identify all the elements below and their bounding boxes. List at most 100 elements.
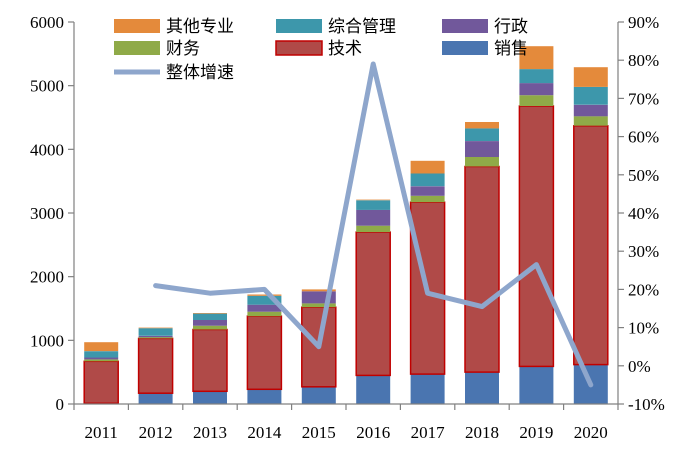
x-tick-label-2012: 2012 (139, 423, 173, 442)
bar-2011-series-4 (84, 351, 119, 358)
bar-2016-series-0 (356, 375, 391, 404)
bar-2020-series-3 (573, 104, 608, 117)
x-tick-label-2013: 2013 (193, 423, 227, 442)
bar-2013-series-5 (193, 313, 227, 314)
bar-2019-series-5 (519, 46, 554, 70)
bar-2019-series-0 (519, 366, 554, 404)
right-tick-label: 60% (628, 128, 659, 147)
legend-label-6: 整体增速 (166, 63, 234, 83)
right-tick-label: 50% (628, 166, 659, 185)
legend-label-0: 其他专业 (166, 17, 234, 37)
legend-swatch-3 (114, 41, 160, 55)
right-tick-label: 30% (628, 242, 659, 261)
bar-2012-series-5 (138, 327, 173, 329)
bar-2019-series-2 (519, 95, 554, 106)
left-tick-label: 5000 (30, 77, 64, 96)
bar-2018-series-0 (465, 372, 499, 404)
legend-swatch-2 (442, 19, 488, 33)
x-tick-label-2017: 2017 (411, 423, 446, 442)
bar-2011-series-1 (83, 360, 119, 405)
bar-2017-series-4 (410, 173, 445, 187)
bar-2019-series-4 (519, 69, 554, 84)
left-tick-label: 1000 (30, 331, 64, 350)
bar-2014-series-0 (247, 389, 282, 404)
right-tick-label: 40% (628, 204, 659, 223)
bar-2018-series-2 (465, 157, 499, 167)
right-tick-label: 70% (628, 89, 659, 108)
x-tick-label-2014: 2014 (247, 423, 282, 442)
bar-2012-series-1 (137, 337, 174, 394)
bar-2016-series-1 (355, 231, 391, 377)
legend-swatch-4 (275, 40, 323, 56)
legend-label-2: 行政 (494, 17, 528, 37)
legend-swatch-0 (114, 19, 160, 33)
bar-2015-series-0 (301, 386, 336, 404)
x-tick-label-2011: 2011 (85, 423, 118, 442)
x-tick-label-2015: 2015 (302, 423, 336, 442)
bar-2013-series-4 (193, 313, 227, 320)
bar-2020-series-4 (573, 86, 608, 105)
legend-label-1: 综合管理 (328, 17, 396, 37)
right-tick-label: 10% (628, 319, 659, 338)
right-tick-label: 20% (628, 280, 659, 299)
bar-2011-series-2 (84, 359, 119, 362)
legend-label-3: 财务 (166, 39, 200, 59)
axes-layer: 0 1000 2000 3000 4000 5000 6000 -10% 0% 10% 20% 30%… (30, 13, 665, 442)
bar-2017-series-2 (410, 195, 445, 203)
bar-2016-series-2 (356, 225, 391, 233)
right-tick-label: -10% (628, 395, 665, 414)
bar-2014-series-3 (247, 304, 282, 312)
bar-2020-series-2 (573, 116, 608, 126)
left-tick-label: 0 (56, 395, 65, 414)
bar-2017-series-3 (410, 186, 445, 196)
x-tick-label-2018: 2018 (465, 423, 499, 442)
bar-2016-series-5 (356, 199, 391, 201)
bar-2018-series-5 (465, 122, 499, 129)
bar-2011-series-3 (84, 357, 119, 360)
bar-2011-series-5 (84, 342, 119, 352)
bar-2018-series-4 (465, 128, 499, 141)
growth-line-layer (153, 61, 594, 388)
bar-2014-series-4 (247, 295, 282, 305)
left-tick-label: 3000 (30, 204, 64, 223)
bar-2014-series-2 (247, 311, 282, 317)
bar-2019-series-3 (519, 83, 554, 96)
bar-2013-series-2 (193, 325, 227, 330)
bar-2012-series-4 (138, 328, 173, 336)
legend-swatch-5 (442, 41, 488, 55)
bar-2016-series-3 (356, 209, 391, 226)
bars-layer (83, 46, 609, 405)
bar-2017-series-5 (410, 160, 445, 174)
bar-2016-series-4 (356, 200, 391, 210)
bar-2020-series-5 (573, 67, 608, 87)
bar-2013-series-3 (193, 320, 227, 326)
x-tick-label-2019: 2019 (519, 423, 553, 442)
bar-2020-series-1 (573, 125, 609, 366)
left-tick-label: 6000 (30, 13, 64, 32)
left-tick-label: 4000 (30, 140, 64, 159)
bar-2015-series-5 (301, 289, 336, 292)
bar-2019-series-1 (518, 105, 555, 368)
x-tick-label-2020: 2020 (574, 423, 608, 442)
right-tick-label: 80% (628, 51, 659, 70)
growth-line (153, 61, 594, 388)
bar-2012-series-2 (138, 337, 173, 339)
right-tick-label: 90% (628, 13, 659, 32)
bar-2017-series-0 (410, 374, 445, 404)
bar-2012-series-0 (138, 393, 173, 404)
right-tick-label: 0% (628, 357, 651, 376)
legend-swatch-1 (276, 19, 322, 33)
bar-2013-series-0 (193, 391, 227, 404)
bar-2018-series-3 (465, 141, 499, 157)
bar-2013-series-1 (192, 328, 228, 393)
bar-2012-series-3 (138, 335, 173, 338)
legend-label-5: 销售 (494, 39, 528, 59)
bar-2014-series-1 (246, 315, 283, 391)
bar-2014-series-5 (247, 294, 282, 296)
legend-label-4: 技术 (328, 39, 362, 59)
left-tick-label: 2000 (30, 268, 64, 287)
x-tick-label-2016: 2016 (356, 423, 390, 442)
bar-2018-series-1 (464, 165, 500, 373)
